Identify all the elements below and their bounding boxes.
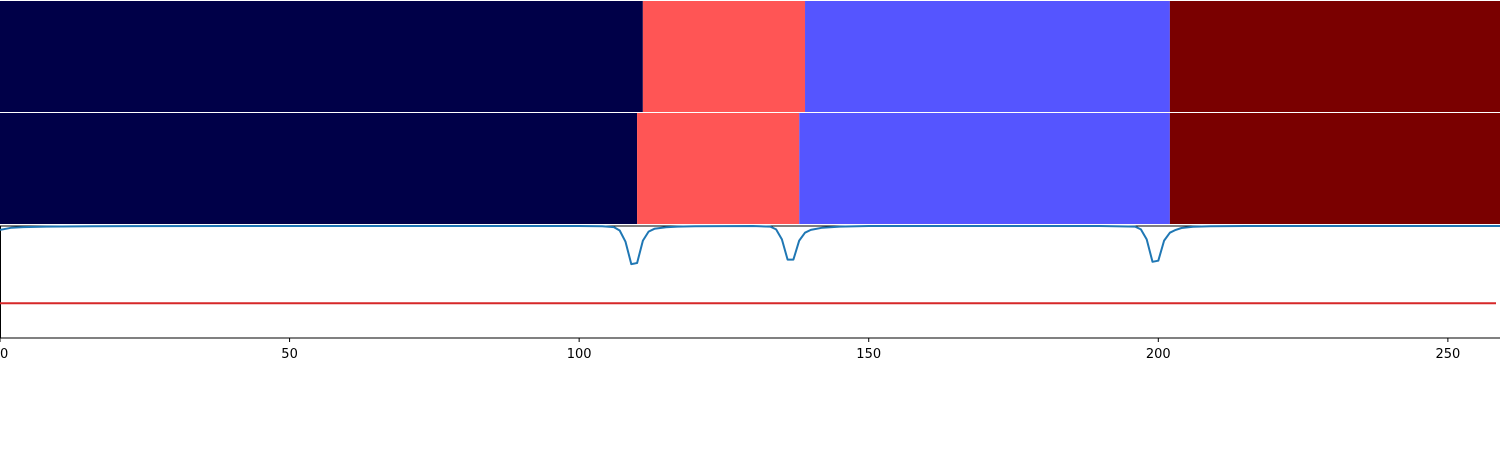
segment-rows bbox=[0, 1, 1500, 224]
signal-panel bbox=[0, 225, 1500, 339]
x-tick-label-0: 0 bbox=[0, 347, 8, 362]
x-tick-label-50: 50 bbox=[281, 347, 298, 362]
x-tick-label-200: 200 bbox=[1146, 347, 1171, 362]
x-axis-ticks: 0 50 100 150 200 250 bbox=[0, 338, 1460, 362]
signal-line bbox=[0, 225, 1500, 266]
segment-row-2-block-1 bbox=[0, 113, 638, 224]
segment-row-1-block-3 bbox=[805, 1, 1170, 112]
segment-row-1-block-2 bbox=[642, 1, 806, 112]
segment-row-2-block-2 bbox=[637, 113, 800, 224]
segment-row-1 bbox=[0, 1, 1500, 112]
x-tick-label-250: 250 bbox=[1435, 347, 1460, 362]
segment-row-2 bbox=[0, 113, 1500, 224]
segment-row-2-block-3 bbox=[799, 113, 1170, 224]
x-tick-label-100: 100 bbox=[567, 347, 592, 362]
segment-row-1-block-4 bbox=[1169, 1, 1500, 112]
x-tick-label-150: 150 bbox=[856, 347, 881, 362]
segment-row-1-block-1 bbox=[0, 1, 643, 112]
segment-row-2-block-4 bbox=[1169, 113, 1500, 224]
